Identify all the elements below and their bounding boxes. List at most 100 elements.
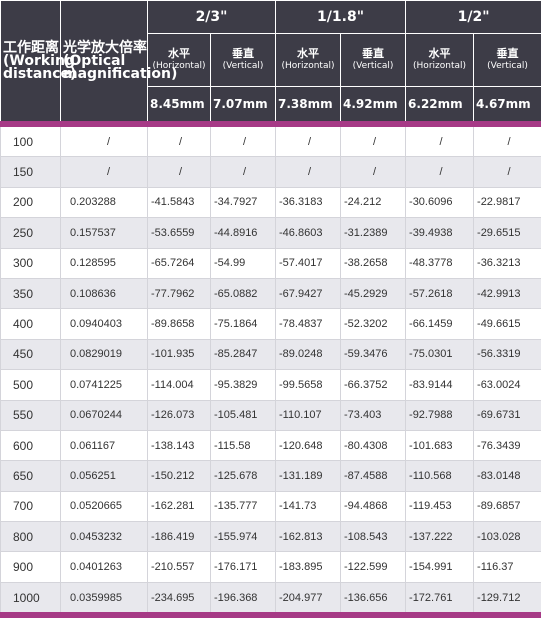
table-cell: -66.3752	[340, 369, 407, 401]
table-cell: 0.0359985	[60, 581, 148, 619]
table-cell: -234.695	[147, 581, 211, 619]
table-cell: -73.403	[340, 399, 407, 431]
header-line: distance)	[3, 65, 77, 82]
table-cell: -41.5843	[147, 186, 211, 219]
direction-header: 垂直 (Vertical)	[209, 33, 277, 87]
table-cell: -155.974	[209, 521, 277, 553]
table-cell: -210.557	[147, 551, 211, 583]
table-cell: 800	[0, 521, 61, 553]
table-cell: 100	[0, 123, 61, 158]
table-cell: -110.568	[405, 460, 475, 492]
table-cell: -92.7988	[405, 399, 475, 431]
sensor-size: 4.67mm	[473, 86, 541, 127]
table-cell: 0.108636	[60, 277, 148, 310]
table-cell: -204.977	[275, 581, 342, 619]
table-body: 100// / / / //150// / / / //200 0.203288 -41.5843-…	[0, 123, 541, 619]
table-cell: 0.0670244	[60, 399, 148, 431]
table-cell: -75.1864	[209, 308, 277, 340]
table-cell: 0.157537	[60, 217, 148, 249]
table-cell: -162.281	[147, 490, 211, 523]
table-row: 900 0.0401263 -210.557 -176.171 -183.895 -122…	[0, 551, 541, 583]
table-cell: 400	[0, 308, 61, 340]
table-cell: -87.4588	[340, 460, 407, 492]
table-cell: 550	[0, 399, 61, 431]
table-cell: -186.419	[147, 521, 211, 553]
table-cell: -135.777	[209, 490, 277, 523]
table-row: 450 0.0829019 -101.935 -85.2847 -89.0248 -59.…	[0, 338, 541, 371]
table-cell: -69.6731	[473, 399, 541, 431]
table-row: 200 0.203288 -41.5843 -34.7927 -36.3183 -24.2…	[0, 186, 541, 219]
table-cell: /	[405, 156, 475, 188]
table-cell: -99.5658	[275, 369, 342, 401]
table-cell: -75.0301	[405, 338, 475, 371]
table-cell: /	[60, 123, 148, 158]
table-row: 300 0.128595 -65.7264 -54.99 -57.4017 -38.265…	[0, 247, 541, 279]
table-cell: 150	[0, 156, 61, 188]
table-cell: -138.143	[147, 429, 211, 462]
direction-name: 水平	[168, 47, 190, 60]
table-cell: /	[209, 156, 277, 188]
table-cell: -105.481	[209, 399, 277, 431]
table-cell: -52.3202	[340, 308, 407, 340]
table-cell: 0.0829019	[60, 338, 148, 371]
table-cell: -131.189	[275, 460, 342, 492]
table-cell: -80.4308	[340, 429, 407, 462]
table-cell: 900	[0, 551, 61, 583]
table-cell: -36.3213	[473, 247, 541, 279]
table-cell: /	[340, 123, 407, 158]
table-cell: -89.8658	[147, 308, 211, 340]
table-cell: 600	[0, 429, 61, 462]
table-cell: -49.6615	[473, 308, 541, 340]
direction-name: 水平	[297, 47, 320, 60]
table-cell: -110.107	[275, 399, 342, 431]
direction-en: (Vertical)	[487, 61, 528, 71]
table-cell: -196.368	[209, 581, 277, 619]
direction-header: 垂直 (Vertical)	[473, 33, 541, 87]
direction-name: 水平	[428, 47, 451, 60]
table-cell: 0.128595	[60, 247, 148, 279]
table-cell: -89.0248	[275, 338, 342, 371]
table-cell: -141.73	[275, 490, 342, 523]
table-cell: /	[209, 123, 277, 158]
table-row: 250 0.157537 -53.6559 -44.8916 -46.8603 -31.2…	[0, 217, 541, 249]
direction-en: (Vertical)	[222, 61, 264, 71]
table-cell: -67.9427	[275, 277, 342, 310]
table-cell: -42.9913	[473, 277, 541, 310]
direction-en: (Horizontal)	[413, 61, 467, 71]
table-cell: -150.212	[147, 460, 211, 492]
table-cell: 0.0453232	[60, 521, 148, 553]
table-cell: -136.656	[340, 581, 407, 619]
group-header: 2/3"	[146, 0, 277, 34]
table-cell: -65.0882	[209, 277, 277, 310]
table-cell: -45.2929	[340, 277, 407, 310]
table-cell: -183.895	[275, 551, 342, 583]
table-cell: 0.0520665	[60, 490, 148, 523]
table-row: 550 0.0670244 -126.073 -105.481 -110.107 -73.…	[0, 399, 541, 431]
table-cell: 300	[0, 247, 61, 279]
direction-header: 水平 (Horizontal)	[275, 33, 342, 87]
header-cell: 光学放大倍率 (Optical magnification)	[60, 0, 177, 127]
header-line: 工作距离	[3, 39, 59, 56]
table-row: 1000 0.0359985 -234.695 -196.368 -204.977 -13…	[0, 581, 541, 619]
table-cell: 350	[0, 277, 61, 310]
header-row: 水平 (Horizontal) 垂直 (Vertical) 水平 (Horizontal)…	[1, 33, 541, 87]
table-cell: -53.6559	[147, 217, 211, 249]
table-cell: -94.4868	[340, 490, 407, 523]
table-cell: -31.2389	[340, 217, 407, 249]
table-cell: -108.543	[340, 521, 407, 553]
direction-name: 垂直	[362, 47, 385, 60]
sensor-size: 6.22mm	[405, 86, 475, 127]
table-row: 350 0.108636 -77.7962 -65.0882 -67.9427 -45.2…	[0, 277, 541, 310]
table-row: 700 0.0520665 -162.281 -135.777 -141.73 -94.4…	[0, 490, 541, 523]
header-row: 工作距离 (Working distance) 光学放大倍率 (Optical magni…	[0, 0, 541, 127]
table-cell: -116.37	[473, 551, 541, 583]
table-cell: 250	[0, 217, 61, 249]
table-cell: -172.761	[405, 581, 475, 619]
table-cell: /	[405, 123, 475, 158]
table-cell: 0.061167	[60, 429, 148, 462]
group-header: 1/1.8"	[275, 0, 407, 34]
table-cell: -83.0148	[473, 460, 541, 492]
table-cell: /	[275, 123, 342, 158]
table-cell: -57.2618	[405, 277, 475, 310]
